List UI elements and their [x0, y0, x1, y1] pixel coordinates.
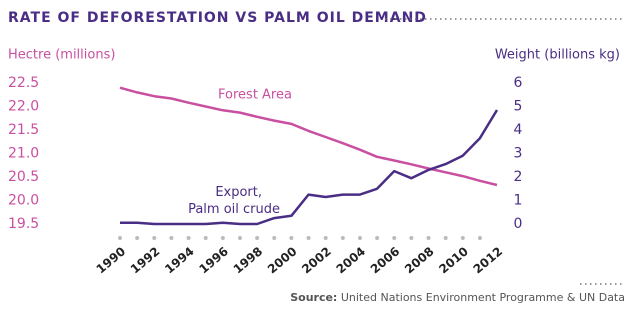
legend-label: Export, Palm oil crude [188, 185, 280, 217]
y2-tick-label: 1 [514, 193, 523, 209]
x-tick-label: 2004 [333, 244, 368, 276]
x-tick-label: 2008 [402, 244, 437, 276]
x-tick-label: 2002 [299, 244, 334, 276]
y2-tick-label: 2 [514, 169, 523, 185]
y2-tick-label: 6 [514, 75, 523, 91]
x-tick-label: 1998 [231, 244, 266, 276]
y-tick-label: 19.5 [8, 216, 39, 232]
x-tick-label: 2010 [436, 244, 471, 276]
y-tick-label: 21.0 [8, 146, 39, 162]
x-tick-label: 2012 [471, 244, 506, 276]
source-text: United Nations Environment Programme & U… [341, 291, 625, 304]
x-tick-label: 1990 [94, 244, 129, 276]
y-tick-label: 21.5 [8, 122, 39, 138]
y2-tick-label: 5 [514, 99, 523, 115]
y2-tick-label: 3 [514, 146, 523, 162]
x-tick-label: 1996 [196, 244, 231, 276]
x-tick-label: 2006 [368, 244, 403, 276]
chart-title: RATE OF DEFORESTATION VS PALM OIL DEMAND [8, 10, 427, 26]
x-tick-label: 1992 [128, 244, 163, 276]
x-tick-label: 2000 [265, 244, 300, 276]
y2-tick-label: 4 [514, 122, 523, 138]
y-axis-label: Hectre (millions) [8, 48, 115, 63]
legend-label: Forest Area [218, 88, 292, 103]
y-tick-label: 22.5 [8, 75, 39, 91]
source-label: Source: [290, 291, 337, 304]
y-tick-label: 20.0 [8, 193, 39, 209]
y2-tick-label: 0 [514, 216, 523, 232]
y-tick-label: 22.0 [8, 99, 39, 115]
y-tick-label: 20.5 [8, 169, 39, 185]
source: Source: United Nations Environment Progr… [290, 291, 625, 304]
y2-axis-label: Weight (billions kg) [495, 48, 620, 63]
legend-line: Palm oil crude [188, 202, 280, 217]
series-line [119, 86, 498, 187]
series-line [120, 109, 499, 226]
legend-line: Export, [215, 185, 262, 200]
x-tick-label: 1994 [162, 244, 197, 276]
